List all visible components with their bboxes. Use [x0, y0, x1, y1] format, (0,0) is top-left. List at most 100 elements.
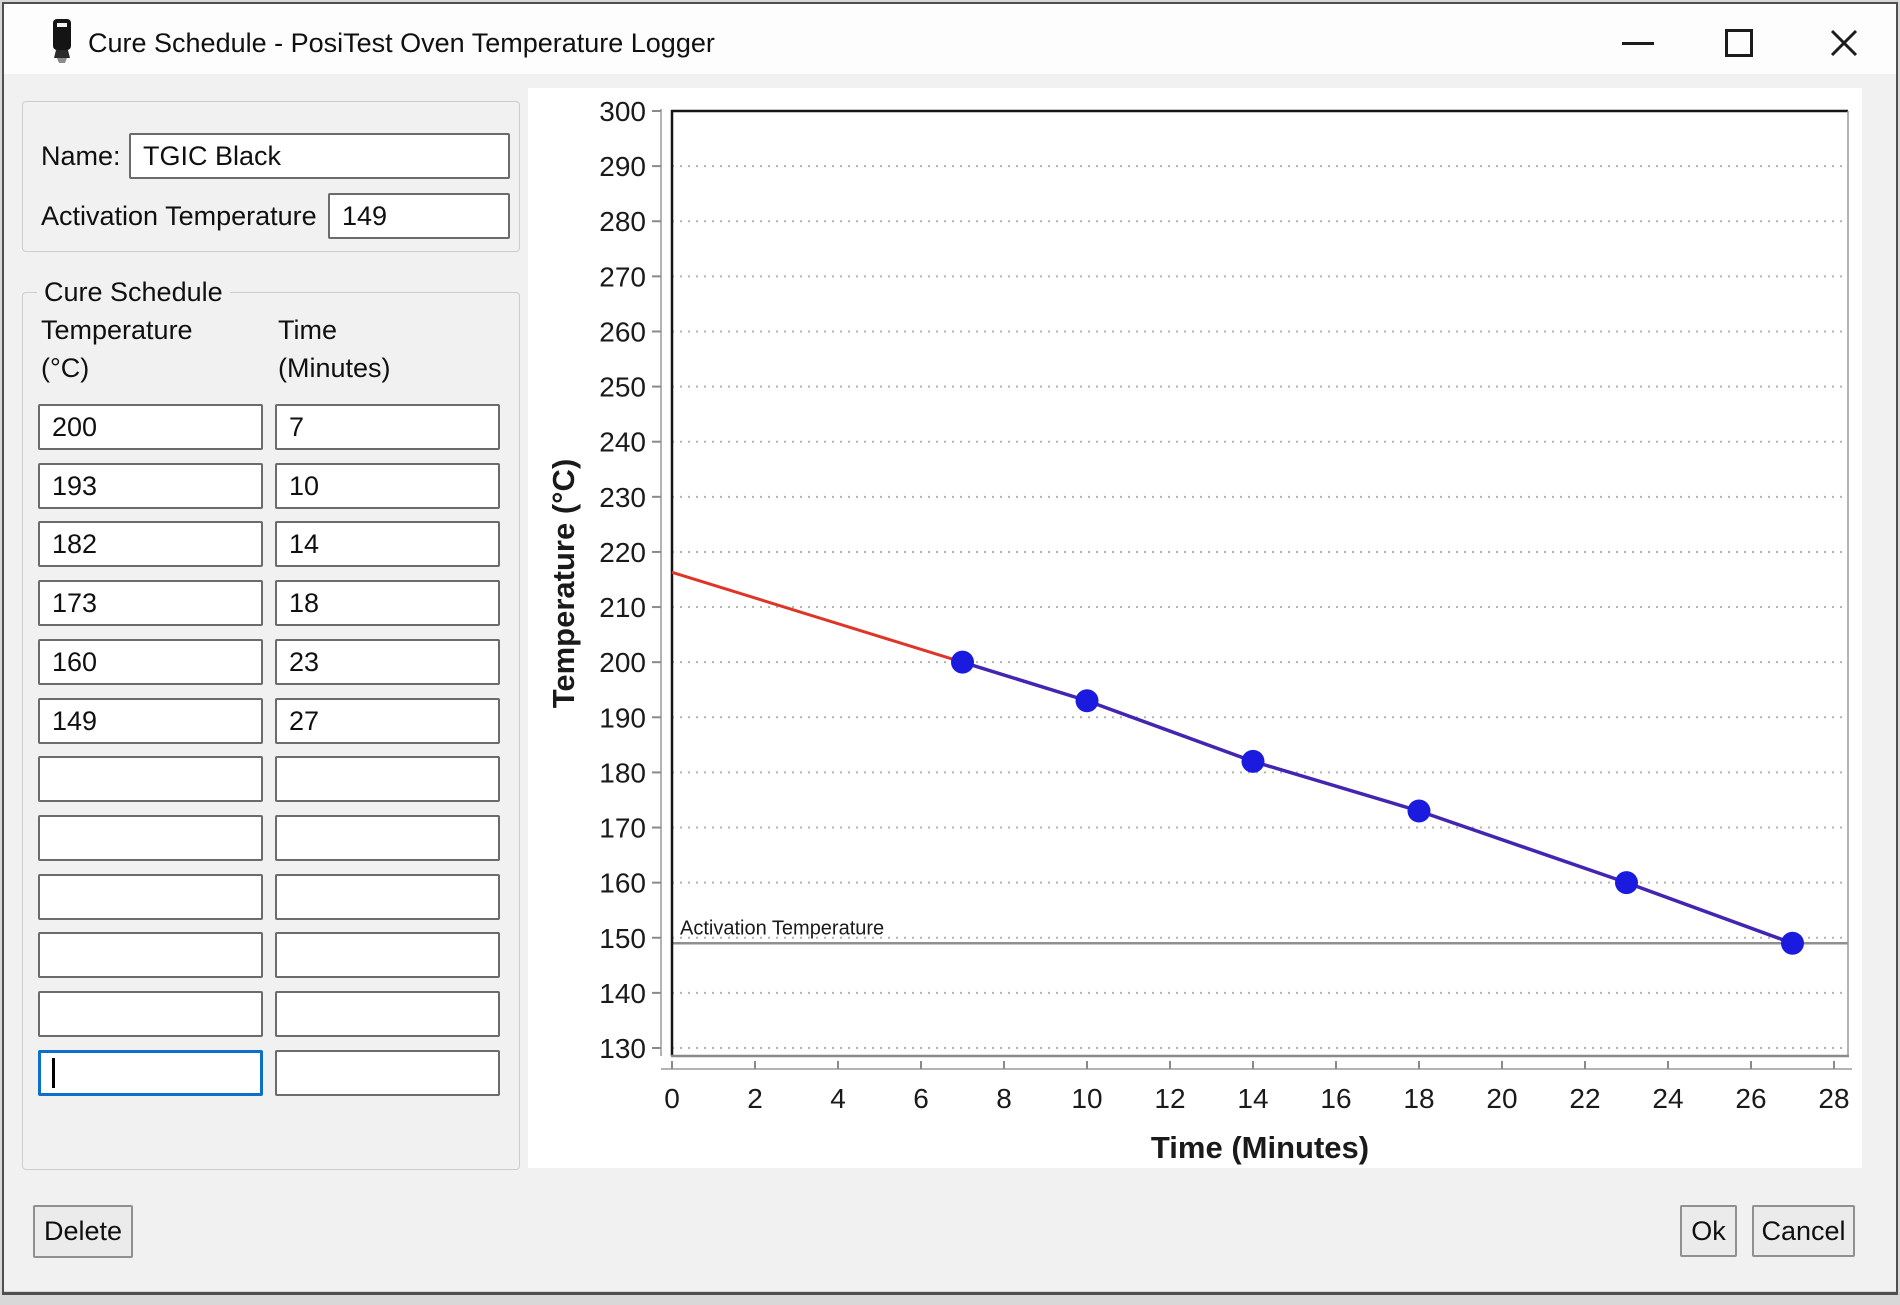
schedule-row	[23, 815, 519, 861]
name-group: Name: Activation Temperature	[22, 101, 520, 252]
x-tick-label-4: 4	[830, 1083, 846, 1114]
schedule-temp-input-3[interactable]	[38, 521, 263, 567]
x-tick-label-8: 8	[996, 1083, 1012, 1114]
y-axis-title: Temperature (°C)	[546, 459, 581, 709]
schedule-temp-input-11[interactable]	[38, 991, 263, 1037]
x-tick-label-20: 20	[1486, 1083, 1517, 1114]
schedule-row	[23, 580, 519, 626]
y-tick-label-180: 180	[599, 757, 646, 788]
data-point-27min-149C	[1781, 931, 1804, 955]
y-tick-label-130: 130	[599, 1033, 646, 1064]
schedule-time-input-2[interactable]	[275, 463, 500, 509]
name-label: Name:	[41, 141, 121, 171]
window-title: Cure Schedule - PosiTest Oven Temperatur…	[88, 28, 715, 58]
schedule-temp-input-4[interactable]	[38, 580, 263, 626]
chart-panel: 130 140 150 160 170 180 190 200 210 220 230 240 250 2…	[528, 88, 1862, 1168]
delete-button[interactable]: Delete	[33, 1205, 133, 1258]
schedule-temp-input-2[interactable]	[38, 463, 263, 509]
schedule-time-input-5[interactable]	[275, 639, 500, 685]
cure-schedule-legend: Cure Schedule	[37, 277, 230, 308]
activation-temperature-input[interactable]	[328, 193, 510, 239]
series-cure-schedule-line	[961, 660, 1794, 945]
schedule-row	[23, 932, 519, 978]
schedule-time-input-6[interactable]	[275, 698, 500, 744]
x-axis-title: Time (Minutes)	[1151, 1130, 1369, 1165]
schedule-row	[23, 991, 519, 1037]
schedule-row	[23, 698, 519, 744]
x-tick-label-6: 6	[913, 1083, 929, 1114]
schedule-temp-input-10[interactable]	[38, 932, 263, 978]
schedule-temp-input-1[interactable]	[38, 404, 263, 450]
data-point-14min-182C	[1241, 749, 1265, 773]
schedule-row	[23, 874, 519, 920]
y-tick-label-290: 290	[599, 151, 646, 182]
x-tick-label-26: 26	[1735, 1083, 1766, 1114]
y-tick-label-300: 300	[599, 96, 646, 127]
maximize-button[interactable]	[1696, 8, 1782, 78]
schedule-time-input-9[interactable]	[275, 874, 500, 920]
schedule-temp-input-12[interactable]	[38, 1050, 263, 1096]
schedule-row	[23, 756, 519, 802]
data-point-18min-173C	[1407, 799, 1431, 823]
close-icon	[1830, 29, 1858, 57]
data-point-7min-200C	[951, 650, 974, 674]
desktop-strip	[0, 1294, 1900, 1305]
name-input[interactable]	[129, 133, 510, 179]
title-bar: Cure Schedule - PosiTest Oven Temperatur…	[4, 4, 1896, 74]
x-tick-label-2: 2	[747, 1083, 763, 1114]
x-tick-label-24: 24	[1652, 1083, 1683, 1114]
series-pre-activation-extrapolation-line	[671, 570, 963, 664]
schedule-time-input-7[interactable]	[275, 756, 500, 802]
data-point-10min-193C	[1075, 689, 1099, 713]
schedule-row	[23, 404, 519, 450]
schedule-row	[23, 463, 519, 509]
text-caret	[52, 1058, 55, 1088]
activation-temperature-label: Activation Temperature	[680, 917, 884, 939]
x-tick-label-18: 18	[1403, 1083, 1434, 1114]
y-tick-label-250: 250	[599, 372, 646, 403]
y-tick-label-270: 270	[599, 261, 646, 292]
x-tick-label-28: 28	[1818, 1083, 1849, 1114]
y-tick-label-240: 240	[599, 427, 646, 458]
schedule-time-input-8[interactable]	[275, 815, 500, 861]
schedule-time-input-1[interactable]	[275, 404, 500, 450]
schedule-time-input-12[interactable]	[275, 1050, 500, 1096]
y-tick-label-140: 140	[599, 978, 646, 1009]
schedule-row	[23, 1050, 519, 1096]
schedule-time-input-4[interactable]	[275, 580, 500, 626]
y-tick-label-150: 150	[599, 923, 646, 954]
time-column-unit: (Minutes)	[278, 353, 391, 383]
temperature-column-header: Temperature	[41, 315, 193, 345]
cure-chart: 1301401501601701801902002102202302402502…	[546, 96, 1852, 1165]
y-tick-label-280: 280	[599, 206, 646, 237]
cancel-button[interactable]: Cancel	[1752, 1205, 1855, 1257]
schedule-temp-input-5[interactable]	[38, 639, 263, 685]
schedule-time-input-10[interactable]	[275, 932, 500, 978]
close-button[interactable]	[1801, 8, 1887, 78]
y-tick-label-200: 200	[599, 647, 646, 678]
x-tick-label-12: 12	[1154, 1083, 1185, 1114]
y-tick-label-160: 160	[599, 868, 646, 899]
schedule-time-input-3[interactable]	[275, 521, 500, 567]
minimize-button[interactable]	[1595, 8, 1681, 78]
temperature-column-unit: (°C)	[41, 353, 90, 383]
x-tick-label-0: 0	[664, 1083, 680, 1114]
schedule-time-input-11[interactable]	[275, 991, 500, 1037]
schedule-temp-input-7[interactable]	[38, 756, 263, 802]
schedule-temp-input-6[interactable]	[38, 698, 263, 744]
ok-button[interactable]: Ok	[1680, 1205, 1737, 1257]
y-tick-label-170: 170	[599, 813, 646, 844]
cure-schedule-group: Cure Schedule Temperature (°C) Time (Min…	[22, 277, 520, 1170]
schedule-temp-input-8[interactable]	[38, 815, 263, 861]
app-probe-icon	[48, 18, 76, 69]
schedule-temp-input-9[interactable]	[38, 874, 263, 920]
schedule-row	[23, 639, 519, 685]
minimize-icon	[1622, 41, 1654, 45]
x-tick-label-16: 16	[1320, 1083, 1351, 1114]
y-tick-label-190: 190	[599, 702, 646, 733]
y-tick-label-220: 220	[599, 537, 646, 568]
y-tick-label-210: 210	[599, 592, 646, 623]
activation-temperature-label: Activation Temperature	[41, 201, 317, 231]
x-tick-label-10: 10	[1071, 1083, 1102, 1114]
schedule-row	[23, 521, 519, 567]
